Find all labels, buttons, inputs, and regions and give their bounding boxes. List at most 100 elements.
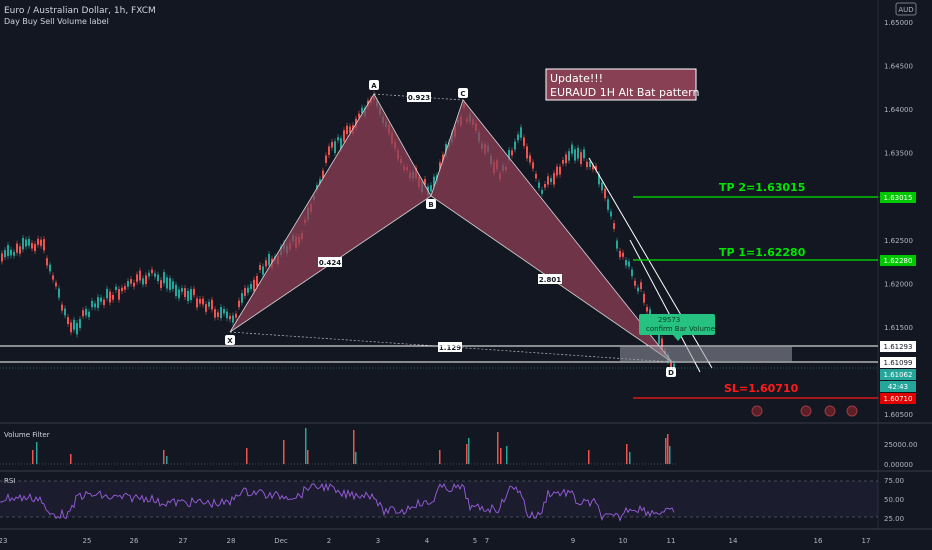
volume-bar [439,450,441,464]
candle-body [640,282,642,290]
time-tick-label: 16 [814,537,823,545]
candle-body [118,289,120,300]
candle-body [10,249,12,256]
candle-body [610,211,612,217]
event-icon[interactable] [846,405,858,417]
candle-body [442,154,444,163]
candle-body [643,293,645,303]
candle-body [124,286,126,290]
candle-body [16,243,18,253]
candle-body [106,288,108,299]
candle-body [220,306,222,319]
price-tick-label: 1.60500 [884,411,913,419]
candle-body [94,303,96,308]
level2-tag-text: 1.61099 [884,359,913,367]
candle-body [136,274,138,282]
candle-body [508,149,510,161]
candle-body [535,173,537,179]
candle-body [31,243,33,249]
candle-body [58,288,60,298]
volume-bar [626,444,628,464]
volume-bar [667,434,669,464]
candle-body [175,284,177,296]
candle-body [565,154,567,164]
candle-body [529,155,531,163]
candle-body [52,275,54,280]
candle-body [133,282,135,287]
event-icon[interactable] [824,405,836,417]
candle-body [49,264,51,272]
candle-body [334,141,336,153]
current-price-text: 1.61062 [884,371,913,379]
candle-body [190,288,192,300]
price-tick-label: 1.61500 [884,324,913,332]
candle-body [589,161,591,168]
chart-title: Euro / Australian Dollar, 1h, FXCM [4,6,156,16]
event-icons[interactable] [751,405,858,417]
candle-body [211,299,213,310]
price-tick-label: 1.62500 [884,237,913,245]
event-icon[interactable] [751,405,763,417]
candle-body [151,269,153,274]
candle-body [112,295,114,300]
candle-body [556,166,558,176]
candle-body [7,245,9,257]
time-tick-label: 28 [227,537,236,545]
ratio-box [318,257,342,267]
tp2-tag [880,192,916,203]
candle-body [37,238,39,245]
candle-body [526,146,528,159]
candle-body [64,308,66,316]
candle-body [250,284,252,290]
candle-body [598,174,600,185]
candle-body [247,287,249,293]
volume-bar [305,428,307,464]
candle-body [160,280,162,288]
candle-body [340,138,342,149]
event-icon[interactable] [800,405,812,417]
sl-label: SL=1.60710 [724,382,799,395]
candle-body [61,304,63,311]
candle-body [523,137,525,146]
volume-bar [355,452,357,464]
levels-group [0,196,878,399]
time-tick-label: 7 [485,537,489,545]
volume-bar [166,456,168,464]
candle-body [25,239,27,247]
current-price-tag [880,369,916,380]
candle-body [262,266,264,275]
candle-body [607,199,609,210]
candle-body [208,301,210,307]
volume-tooltip-pointer [673,335,683,341]
candle-body [184,288,186,297]
rsi-tick-25: 25.00 [884,515,904,523]
price-tick-label: 1.63500 [884,150,913,158]
time-tick-label: 17 [862,537,871,545]
candle-body [634,280,636,286]
currency-badge[interactable] [895,2,917,16]
level2-tag [880,357,916,368]
candle-body [514,141,516,150]
pattern-point-label: A [371,82,377,90]
candle-body [532,162,534,169]
volume-bar [36,442,38,464]
candle-body [100,297,102,302]
candle-body [580,152,582,164]
countdown-text: 42:43 [888,383,908,391]
candle-body [670,362,672,369]
candle-body [577,147,579,159]
candle-body [337,137,339,141]
time-tick-label: 4 [425,537,430,545]
volume-bar [506,446,508,464]
candle-body [154,273,156,277]
indicator-label: Day Buy Sell Volume label [4,17,109,26]
candle-body [544,183,546,188]
candle-body [616,240,618,249]
volume-bar [307,450,309,464]
candle-body [517,134,519,141]
candle-body [142,278,144,285]
level1-tag [880,341,916,352]
volume-bar [500,448,502,464]
price-tick-label: 1.64000 [884,106,913,114]
